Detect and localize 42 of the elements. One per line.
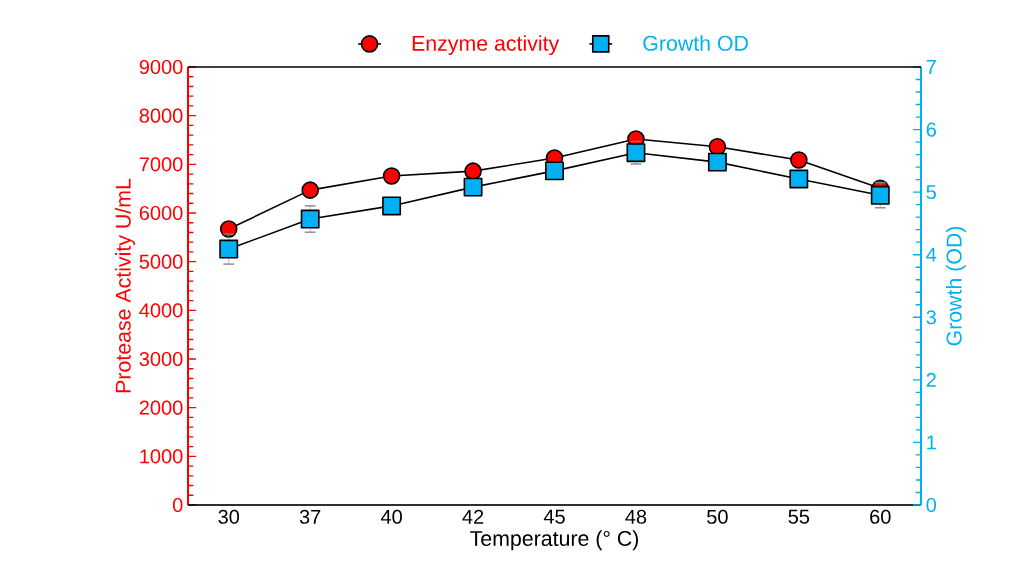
point [790, 151, 808, 169]
x-tick-label: 45 [543, 509, 565, 524]
y-axis-title: Protease Activity U/mL [115, 178, 135, 393]
x-tick-label: 30 [218, 509, 240, 524]
y2-tick-label: 1 [927, 435, 936, 450]
y2-tick-label: 0 [926, 497, 937, 513]
y-tick-label: 0 [172, 497, 183, 513]
y-tick-label: 5000 [139, 254, 183, 269]
x-tick-label: 40 [380, 509, 402, 524]
y2-tick-label: 3 [926, 310, 936, 325]
y-tick-label: 3000 [139, 351, 183, 367]
y-tick-label: 8000 [139, 108, 183, 123]
y2-axis-title: Growth (OD) [945, 226, 966, 346]
point [382, 167, 401, 185]
y-tick-label: 1000 [140, 449, 183, 464]
x-tick-label: 50 [707, 509, 728, 524]
y-tick-label: 4000 [139, 303, 183, 318]
legend-label: Growth OD [643, 35, 748, 51]
point [301, 181, 319, 199]
point [463, 177, 483, 197]
y2-tick-label: 2 [926, 372, 936, 387]
point [464, 162, 482, 180]
point [382, 196, 402, 216]
point [707, 152, 727, 172]
y2-tick-label: 4 [926, 247, 937, 262]
point [545, 161, 564, 181]
y2-tick-label: 7 [926, 60, 936, 74]
x-tick-label: 60 [870, 509, 891, 524]
y-tick-label: 9000 [139, 59, 183, 75]
x-tick-label: 55 [788, 509, 810, 524]
y-tick-label: 7000 [139, 157, 183, 172]
legend-label: Enzyme activity [412, 35, 560, 56]
point [789, 169, 809, 189]
x-tick-label: 48 [625, 509, 647, 524]
x-tick-label: 37 [299, 509, 321, 524]
y2-tick-label: 5 [926, 185, 936, 200]
x-tick-label: 42 [462, 509, 484, 524]
y-tick-label: 6000 [139, 205, 183, 221]
x-axis-title: Temperature (° C) [470, 530, 639, 551]
y2-tick-label: 6 [926, 122, 936, 137]
point [219, 239, 239, 259]
y-tick-label: 2000 [139, 400, 183, 415]
